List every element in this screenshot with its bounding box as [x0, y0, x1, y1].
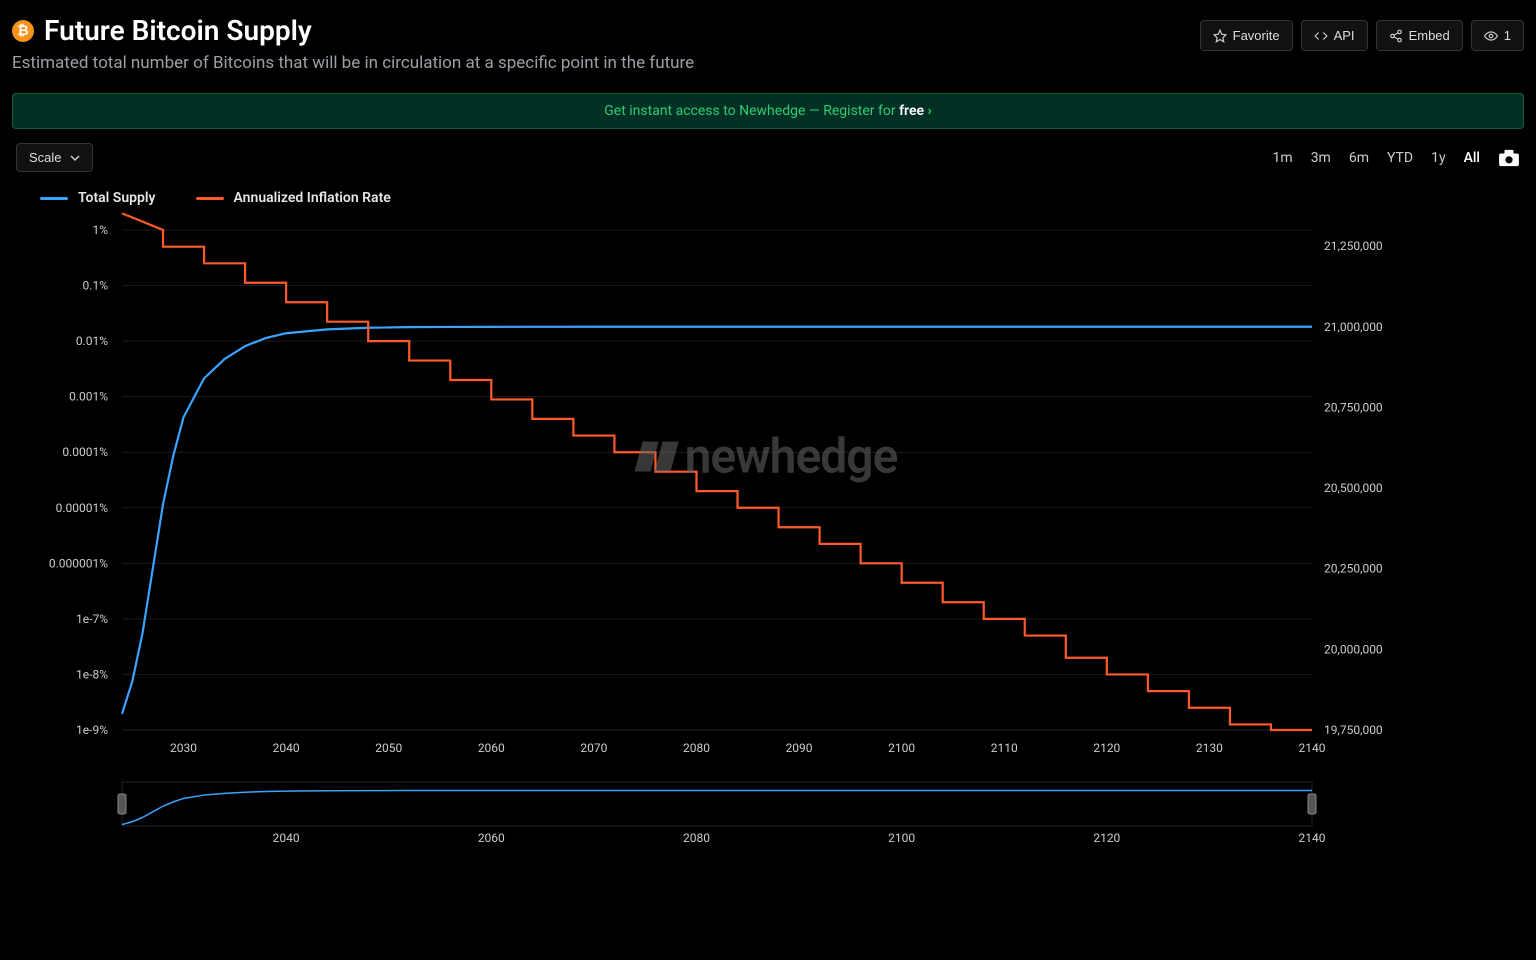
svg-text:20,750,000: 20,750,000 — [1324, 400, 1383, 414]
page-title: Future Bitcoin Supply — [44, 14, 312, 47]
svg-text:19,750,000: 19,750,000 — [1324, 723, 1383, 737]
svg-text:2080: 2080 — [683, 741, 710, 755]
scale-label: Scale — [29, 150, 62, 165]
watermark-text: newhedge — [685, 428, 898, 485]
svg-text:2030: 2030 — [170, 741, 197, 755]
range-1y[interactable]: 1y — [1431, 150, 1446, 166]
svg-text:2040: 2040 — [273, 831, 300, 845]
svg-text:20,000,000: 20,000,000 — [1324, 642, 1383, 656]
chevron-right-icon: › — [928, 103, 932, 119]
svg-text:20,500,000: 20,500,000 — [1324, 481, 1383, 495]
share-icon — [1389, 29, 1403, 43]
svg-text:2060: 2060 — [478, 741, 505, 755]
chart-toolbar: Scale 1m 3m 6m YTD 1y All — [12, 143, 1524, 172]
svg-text:0.00001%: 0.00001% — [56, 501, 109, 515]
chart-legend: Total Supply Annualized Inflation Rate — [40, 190, 1524, 206]
svg-text:21,000,000: 21,000,000 — [1324, 320, 1383, 334]
svg-text:2110: 2110 — [991, 741, 1018, 755]
svg-text:21,250,000: 21,250,000 — [1324, 239, 1383, 253]
svg-text:0.001%: 0.001% — [69, 390, 108, 404]
svg-text:2070: 2070 — [580, 741, 607, 755]
navigator[interactable]: 2040 2060 2080 2100 2120 2140 — [12, 776, 1432, 846]
range-all[interactable]: All — [1464, 150, 1480, 166]
chevron-down-icon — [70, 153, 80, 163]
legend-swatch-2 — [196, 197, 224, 200]
header-actions: Favorite API Embed 1 — [1200, 20, 1524, 51]
svg-text:20,250,000: 20,250,000 — [1324, 562, 1383, 576]
svg-text:2120: 2120 — [1093, 741, 1120, 755]
svg-text:0.0001%: 0.0001% — [62, 445, 108, 459]
range-ytd[interactable]: YTD — [1387, 150, 1413, 166]
legend-swatch-1 — [40, 197, 68, 200]
banner-text: Get instant access to Newhedge — Registe… — [604, 103, 899, 119]
legend-label-2: Annualized Inflation Rate — [234, 190, 391, 206]
eye-icon — [1484, 29, 1498, 43]
star-icon — [1213, 29, 1227, 43]
page-header: ₿ Future Bitcoin Supply Estimated total … — [12, 14, 1524, 73]
range-3m[interactable]: 3m — [1311, 150, 1331, 166]
range-1m[interactable]: 1m — [1273, 150, 1293, 166]
svg-text:2140: 2140 — [1299, 741, 1326, 755]
svg-text:0.1%: 0.1% — [83, 279, 109, 293]
title-row: ₿ Future Bitcoin Supply — [12, 14, 694, 47]
svg-text:1e-8%: 1e-8% — [76, 667, 108, 681]
code-icon — [1314, 29, 1328, 43]
svg-text:2050: 2050 — [375, 741, 402, 755]
promo-banner[interactable]: Get instant access to Newhedge — Registe… — [12, 93, 1524, 129]
svg-text:2140: 2140 — [1299, 831, 1326, 845]
svg-text:0.01%: 0.01% — [76, 334, 108, 348]
svg-text:2090: 2090 — [786, 741, 813, 755]
title-block: ₿ Future Bitcoin Supply Estimated total … — [12, 14, 694, 73]
camera-icon[interactable] — [1498, 149, 1520, 167]
main-chart[interactable]: 1% 0.1% 0.01% 0.001% 0.0001% 0.00001% 0.000001… — [12, 210, 1432, 770]
embed-button[interactable]: Embed — [1376, 20, 1463, 51]
banner-free: free — [899, 103, 924, 119]
embed-label: Embed — [1409, 28, 1450, 43]
svg-text:1e-7%: 1e-7% — [76, 612, 108, 626]
bitcoin-icon: ₿ — [12, 20, 34, 42]
svg-text:1%: 1% — [92, 223, 108, 237]
favorite-button[interactable]: Favorite — [1200, 20, 1293, 51]
views-button[interactable]: 1 — [1471, 20, 1524, 51]
api-label: API — [1334, 28, 1355, 43]
legend-inflation[interactable]: Annualized Inflation Rate — [196, 190, 391, 206]
svg-text:2080: 2080 — [683, 831, 710, 845]
svg-text:1e-9%: 1e-9% — [76, 723, 108, 737]
legend-total-supply[interactable]: Total Supply — [40, 190, 156, 206]
svg-text:2100: 2100 — [888, 741, 915, 755]
page-subtitle: Estimated total number of Bitcoins that … — [12, 53, 694, 73]
views-count: 1 — [1504, 28, 1511, 43]
range-6m[interactable]: 6m — [1349, 150, 1369, 166]
svg-text:2060: 2060 — [478, 831, 505, 845]
api-button[interactable]: API — [1301, 20, 1368, 51]
svg-text:2120: 2120 — [1093, 831, 1120, 845]
svg-text:2130: 2130 — [1196, 741, 1223, 755]
svg-text:0.000001%: 0.000001% — [49, 556, 108, 570]
watermark-icon — [639, 441, 675, 471]
favorite-label: Favorite — [1233, 28, 1280, 43]
range-selector: 1m 3m 6m YTD 1y All — [1273, 149, 1520, 167]
chart-container: 1% 0.1% 0.01% 0.001% 0.0001% 0.00001% 0.000001… — [12, 210, 1524, 770]
svg-text:2040: 2040 — [273, 741, 300, 755]
scale-button[interactable]: Scale — [16, 143, 93, 172]
svg-text:2100: 2100 — [888, 831, 915, 845]
watermark: newhedge — [639, 428, 898, 485]
legend-label-1: Total Supply — [78, 190, 156, 206]
